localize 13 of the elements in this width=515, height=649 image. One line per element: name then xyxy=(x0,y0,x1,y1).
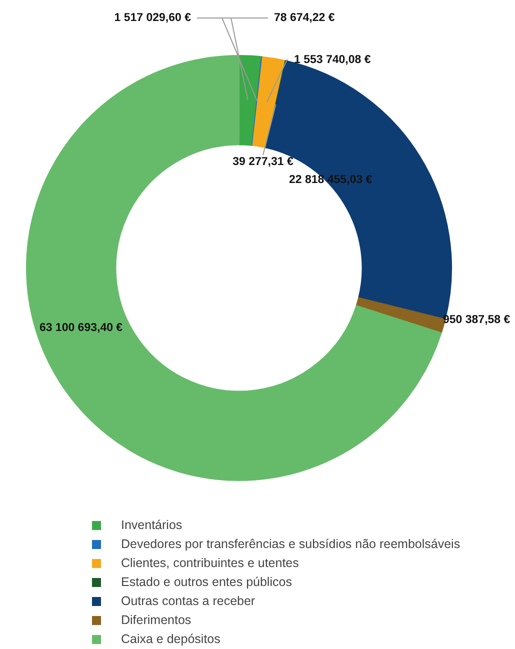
data-label: 39 277,31 € xyxy=(232,156,294,168)
legend-label: Caixa e depósitos xyxy=(121,631,220,648)
data-label: 1 553 740,08 € xyxy=(294,54,372,66)
data-label: 22 818 455,03 € xyxy=(289,174,373,186)
legend-label: Devedores por transferências e subsídios não reembolsáveis xyxy=(121,536,460,553)
legend-label: Outras contas a receber xyxy=(121,593,256,610)
data-label: 78 674,22 € xyxy=(274,12,336,24)
legend-label: Estado e outros entes públicos xyxy=(121,574,292,591)
legend-label: Clientes, contribuintes e utentes xyxy=(121,555,299,572)
data-label: 1 517 029,60 € xyxy=(114,12,192,24)
legend-label: Inventários xyxy=(121,517,182,534)
legend-label: Diferimentos xyxy=(121,612,192,629)
data-label: 63 100 693,40 € xyxy=(39,322,124,334)
